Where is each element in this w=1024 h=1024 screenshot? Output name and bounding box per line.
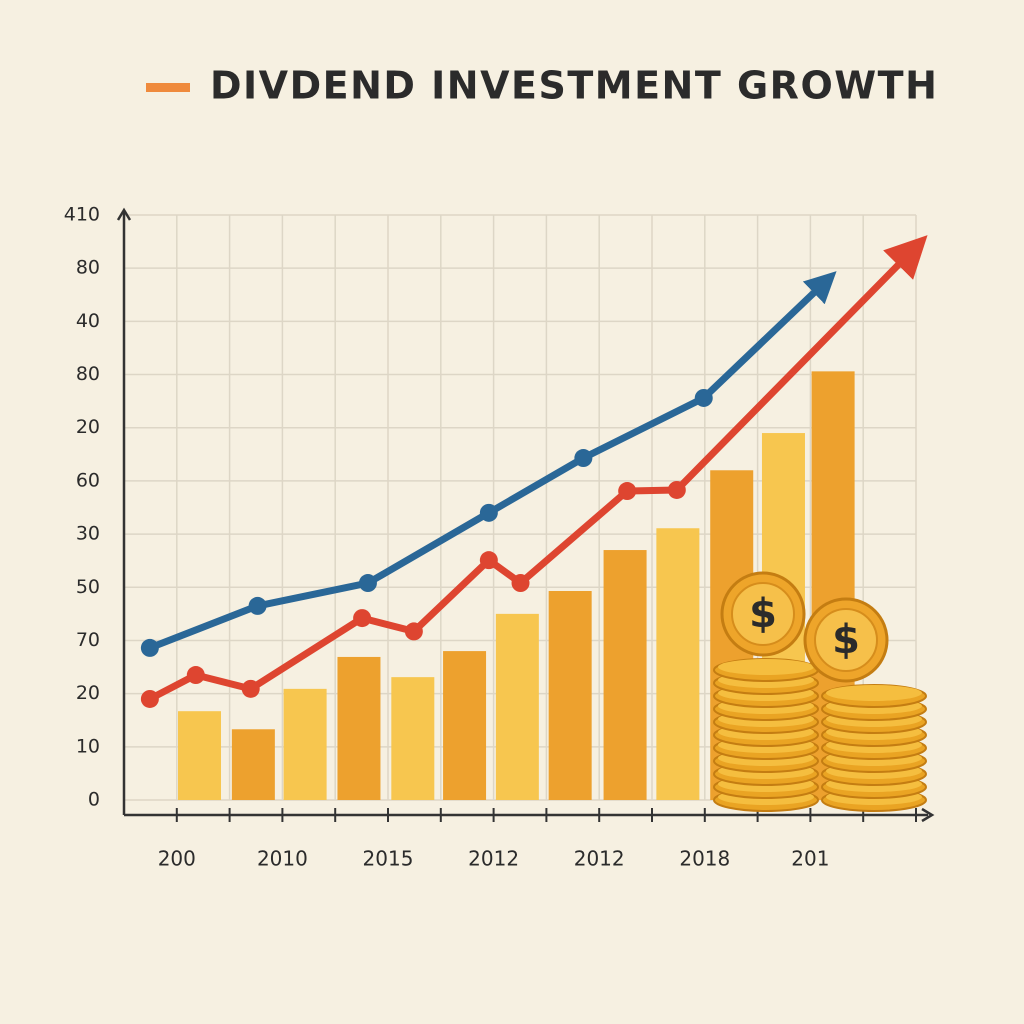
y-tick-label: 410	[64, 204, 100, 226]
line-series	[148, 235, 928, 703]
x-tick-label: 201	[791, 847, 829, 871]
point	[140, 689, 159, 708]
point	[479, 503, 498, 522]
y-tick-label: 50	[76, 576, 100, 598]
coin-inner	[731, 582, 795, 646]
point	[667, 480, 686, 499]
y-tick-label: 20	[76, 416, 100, 438]
y-tick-label: 0	[88, 789, 100, 811]
bar	[443, 651, 487, 800]
point	[618, 482, 637, 501]
point	[186, 666, 205, 685]
bar	[391, 677, 435, 800]
title-marker	[146, 83, 190, 92]
x-tick-label: 200	[158, 847, 196, 871]
lines	[140, 235, 928, 708]
x-tick-label: 2018	[679, 847, 730, 871]
y-tick-label: 20	[76, 682, 100, 704]
point	[241, 679, 260, 698]
bar	[283, 688, 327, 800]
chart-title: DIVDEND INVESTMENT GROWTH	[210, 64, 938, 108]
point	[479, 551, 498, 570]
x-tick-label: 2010	[257, 847, 308, 871]
coin-symbol: $	[832, 617, 860, 663]
bar	[548, 590, 592, 800]
x-axis-arrow	[921, 807, 935, 823]
point	[404, 622, 423, 641]
coins: $$	[713, 571, 927, 812]
point	[248, 596, 267, 615]
y-tick-label: 60	[76, 469, 100, 491]
x-tick-label: 2012	[574, 847, 625, 871]
y-tick-label: 80	[76, 257, 100, 279]
bar	[495, 613, 539, 800]
x-tick-label: 2012	[468, 847, 519, 871]
bar	[603, 550, 647, 800]
bar	[178, 711, 222, 800]
y-tick-label: 30	[76, 523, 100, 545]
bar	[231, 729, 275, 800]
coin-inner	[814, 608, 878, 672]
point	[353, 609, 372, 628]
coin-top	[826, 685, 922, 701]
y-axis-arrow	[116, 207, 132, 221]
x-tick-label: 2015	[363, 847, 414, 871]
y-tick-label: 70	[76, 629, 100, 651]
point	[574, 449, 593, 468]
point	[358, 574, 377, 593]
y-tick-label: 80	[76, 363, 100, 385]
point	[140, 638, 159, 657]
y-tick-label: 40	[76, 310, 100, 332]
grid: 0 10 20 70 50 30 60 20 80 40 80 410 200 2010 2015 2012 2…	[64, 204, 917, 871]
coin-symbol: $	[749, 591, 777, 637]
bar	[337, 656, 381, 800]
coin-top	[718, 659, 814, 675]
bar	[656, 528, 700, 800]
point	[511, 574, 530, 593]
y-tick-label: 10	[76, 735, 100, 757]
point	[694, 388, 713, 407]
